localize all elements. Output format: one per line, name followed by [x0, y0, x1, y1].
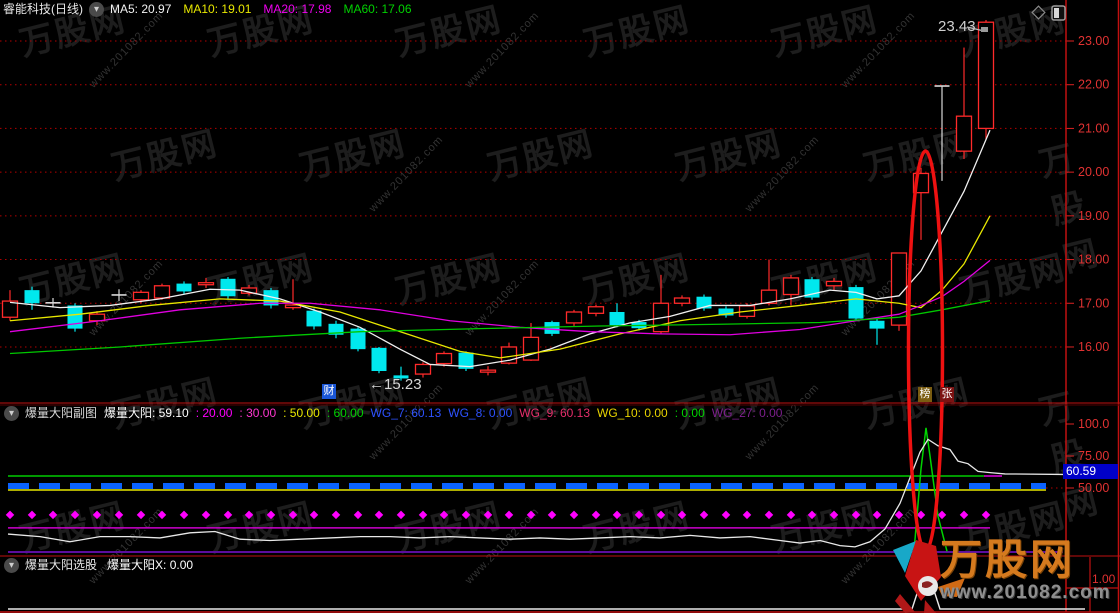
indicator-wg7: WG_7: 60.13	[370, 406, 442, 420]
title-bar: 睿能科技(日线) ▾ MA5: 20.97 MA10: 19.01 MA20: …	[3, 2, 419, 17]
svg-text:20.00: 20.00	[1078, 165, 1109, 179]
indicator-wg27: WG_27: 0.00	[711, 406, 783, 420]
axis-tick-labels: 23.00 22.00 21.00 20.00 19.00 18.00 17.00 16.00…	[1078, 34, 1109, 495]
event-badge-bang[interactable]: 榜	[918, 387, 932, 402]
indicator-param-30: : 30.00	[239, 406, 277, 420]
indicator-wg8: WG_8: 0.00	[448, 406, 513, 420]
svg-text:21.00: 21.00	[1078, 121, 1109, 135]
indicator-wg9: WG_9: 60.13	[519, 406, 590, 420]
svg-text:17.00: 17.00	[1078, 296, 1109, 310]
svg-text:18.00: 18.00	[1078, 253, 1109, 267]
indicator-panel-header: ▾ 爆量大阳副图 爆量大阳: 59.10 : 20.00 : 30.00 : 5…	[4, 406, 789, 421]
event-badge-zhang[interactable]: 张	[940, 387, 954, 402]
selector-axis-label: 1.00	[1092, 572, 1116, 586]
svg-text:23.00: 23.00	[1078, 34, 1109, 48]
svg-text:75.00: 75.00	[1078, 449, 1109, 463]
site-mascot-logo	[893, 540, 965, 613]
indicator-current-value-box: 60.59	[1063, 464, 1118, 479]
stock-title: 睿能科技(日线)	[3, 2, 83, 16]
selector-panel-header: ▾ 爆量大阳选股 爆量大阳X: 0.00	[4, 558, 200, 573]
indicator-param-0: : 0.00	[674, 406, 705, 420]
indicator-param-50: : 50.00	[283, 406, 320, 420]
candlestick-series	[1, 20, 995, 381]
event-badge-cai[interactable]: 财	[322, 384, 336, 399]
svg-text:23.43: 23.43	[938, 18, 976, 35]
svg-text:16.00: 16.00	[1078, 340, 1109, 354]
ma60-label: MA60: 17.06	[343, 2, 412, 16]
chevron-down-icon[interactable]: ▾	[89, 2, 104, 17]
moving-average-lines	[9, 129, 991, 368]
diamond-icon[interactable]	[1031, 5, 1046, 20]
indicator-panel-title: 爆量大阳副图	[25, 406, 98, 420]
svg-text:50.00: 50.00	[1078, 481, 1109, 495]
indicator-value-main: 爆量大阳: 59.10	[104, 406, 189, 420]
selector-panel-title: 爆量大阳选股	[25, 558, 98, 572]
indicator-param-60: : 60.00	[326, 406, 364, 420]
chevron-down-icon[interactable]: ▾	[4, 558, 19, 573]
panel-layout-icon[interactable]	[1051, 5, 1066, 21]
svg-text:←15.23: ←15.23	[369, 376, 422, 393]
selector-value-label: 爆量大阳X: 0.00	[107, 558, 194, 572]
indicator-param-20: : 20.00	[195, 406, 233, 420]
price-gridlines	[0, 40, 1074, 348]
ma10-label: MA10: 19.01	[183, 2, 252, 16]
svg-text:100.0: 100.0	[1078, 417, 1109, 431]
ma20-label: MA20: 17.98	[263, 2, 332, 16]
svg-text:22.00: 22.00	[1078, 78, 1109, 92]
ma5-label: MA5: 20.97	[110, 2, 172, 16]
window-control-icons	[1031, 5, 1066, 21]
indicator-wg10: WG_10: 0.00	[597, 406, 668, 420]
svg-text:19.00: 19.00	[1078, 209, 1109, 223]
chevron-down-icon[interactable]: ▾	[4, 406, 19, 421]
